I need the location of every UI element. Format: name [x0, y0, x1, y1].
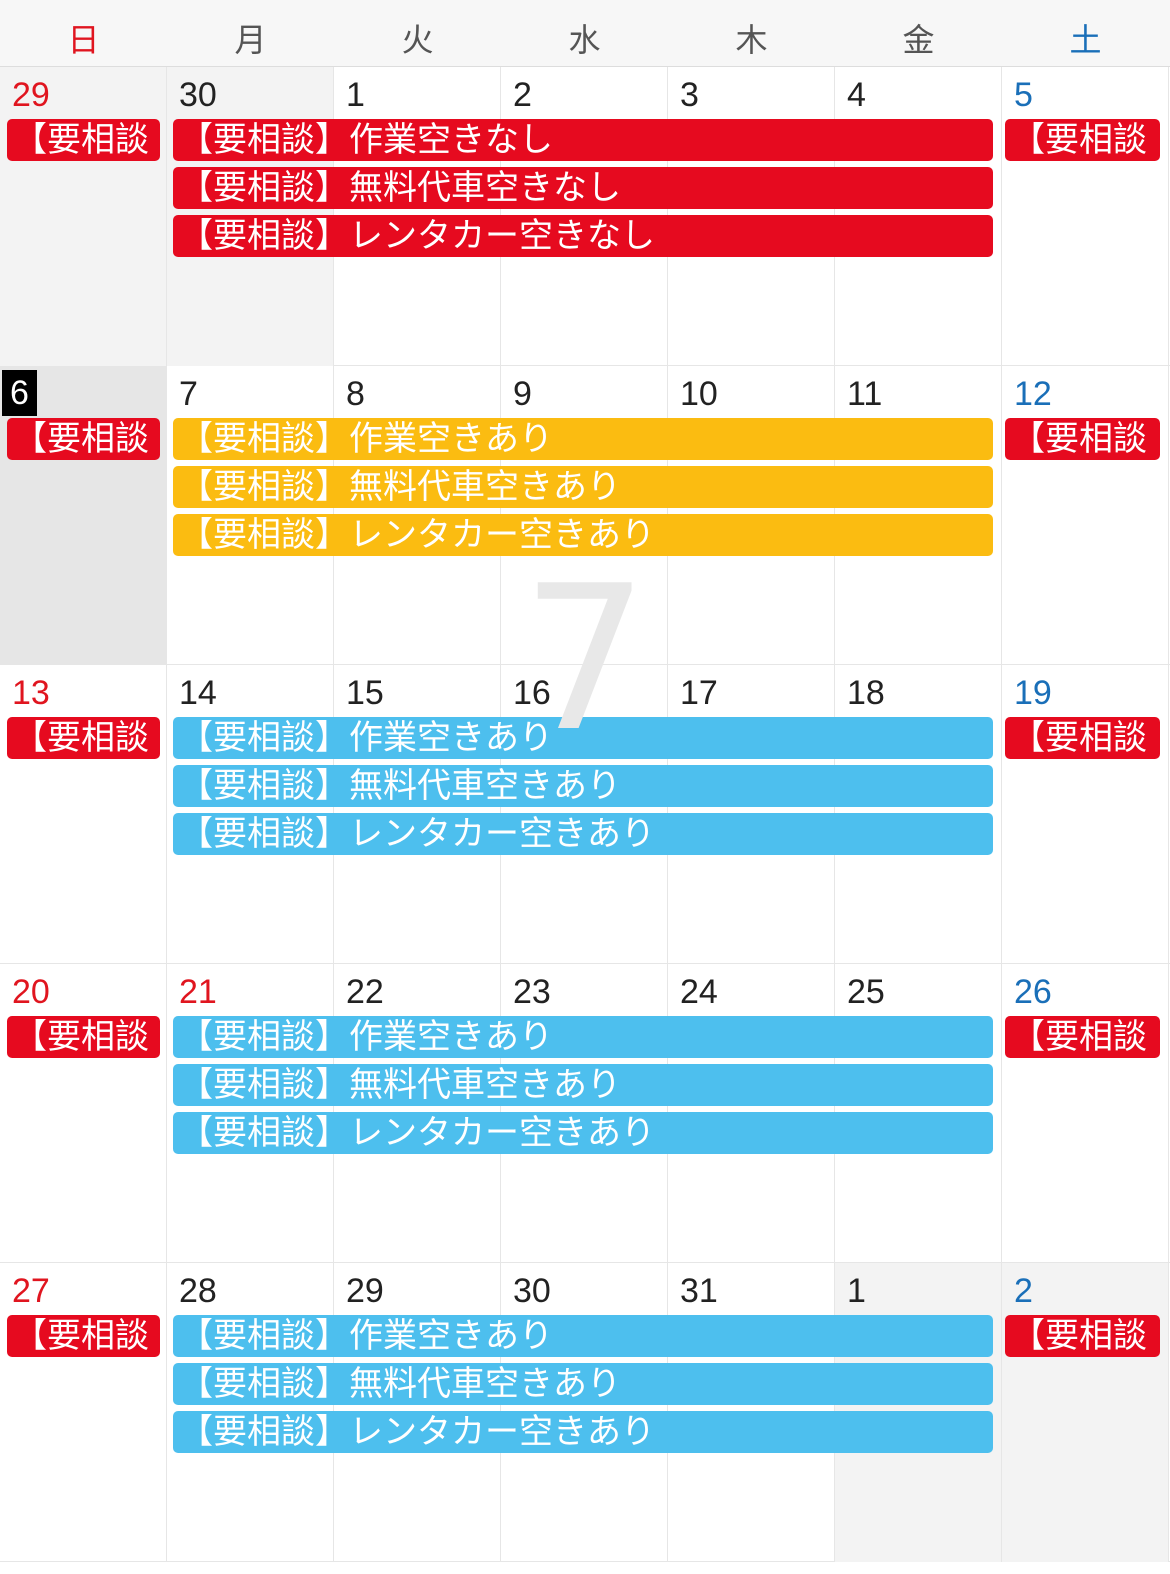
date-number: 17: [680, 674, 718, 712]
date-number: 12: [1014, 375, 1052, 413]
weekday-friday: 金: [902, 21, 935, 59]
saturday-event[interactable]: 【要相談: [1005, 418, 1160, 460]
date-number: 21: [179, 973, 217, 1011]
date-number: 1: [346, 76, 365, 114]
span-event[interactable]: 【要相談】無料代車空きあり: [173, 1064, 993, 1106]
date-number: 1: [847, 1272, 866, 1310]
span-event[interactable]: 【要相談】作業空きあり: [173, 1315, 993, 1357]
day-cell[interactable]: 20: [0, 964, 167, 1263]
span-event[interactable]: 【要相談】無料代車空きあり: [173, 466, 993, 508]
sunday-event[interactable]: 【要相談: [7, 717, 160, 759]
date-number: 5: [1014, 76, 1033, 114]
day-cell[interactable]: 12: [1002, 366, 1169, 665]
day-cell[interactable]: 27: [0, 1263, 167, 1562]
day-cell[interactable]: 29: [0, 67, 167, 366]
day-cell[interactable]: 14: [167, 665, 334, 964]
week-row: 13 14 15 16 17 18 19 【要相談 【要相談 【要相談】作業空きあり 【要相談】無料…: [0, 665, 1170, 964]
weekday-wednesday: 水: [568, 21, 601, 59]
date-number: 13: [12, 674, 50, 712]
day-cell[interactable]: 26: [1002, 964, 1169, 1263]
date-number: 16: [513, 674, 551, 712]
date-number: 14: [179, 674, 217, 712]
weekday-sunday: 日: [67, 21, 100, 59]
weekday-monday: 月: [234, 21, 267, 59]
date-number: 9: [513, 375, 532, 413]
day-cell[interactable]: 10: [668, 366, 835, 665]
day-cell[interactable]: 19: [1002, 665, 1169, 964]
span-event[interactable]: 【要相談】作業空きあり: [173, 418, 993, 460]
span-event[interactable]: 【要相談】レンタカー空きなし: [173, 215, 993, 257]
weekday-thursday: 木: [735, 21, 768, 59]
date-number: 4: [847, 76, 866, 114]
span-event[interactable]: 【要相談】作業空きなし: [173, 119, 993, 161]
date-number: 11: [847, 375, 883, 413]
span-event[interactable]: 【要相談】作業空きあり: [173, 1016, 993, 1058]
date-number: 2: [1014, 1272, 1033, 1310]
saturday-event[interactable]: 【要相談: [1005, 717, 1160, 759]
weekday-saturday: 土: [1069, 21, 1102, 59]
date-number: 22: [346, 973, 384, 1011]
week-row: 29 30 1 2 3 4 5 【要相談 【要相談 【要相談】作業空きなし 【要相談】無料代車空きな…: [0, 67, 1170, 366]
weekday-tuesday: 火: [401, 21, 434, 59]
span-event[interactable]: 【要相談】作業空きあり: [173, 717, 993, 759]
date-number: 15: [346, 674, 384, 712]
day-cell[interactable]: 25: [835, 964, 1002, 1263]
date-number: 30: [179, 76, 217, 114]
span-event[interactable]: 【要相談】無料代車空きなし: [173, 167, 993, 209]
sunday-event[interactable]: 【要相談: [7, 1016, 160, 1058]
month-watermark: 7: [521, 543, 649, 776]
date-number: 24: [680, 973, 718, 1011]
span-event[interactable]: 【要相談】無料代車空きあり: [173, 765, 993, 807]
span-event[interactable]: 【要相談】レンタカー空きあり: [173, 1411, 993, 1453]
week-row: 27 28 29 30 31 1 2 【要相談 【要相談 【要相談】作業空きあり 【要相談】無料代車…: [0, 1263, 1170, 1562]
sunday-event[interactable]: 【要相談: [7, 119, 160, 161]
date-number: 26: [1014, 973, 1052, 1011]
date-number: 2: [513, 76, 532, 114]
day-cell[interactable]: 6: [0, 366, 167, 665]
date-number: 19: [1014, 674, 1052, 712]
day-cell[interactable]: 18: [835, 665, 1002, 964]
weekday-header: 日 月 火 水 木 金 土: [0, 0, 1170, 67]
date-number: 23: [513, 973, 551, 1011]
sunday-event[interactable]: 【要相談: [7, 418, 160, 460]
span-event[interactable]: 【要相談】無料代車空きあり: [173, 1363, 993, 1405]
day-cell[interactable]: 13: [0, 665, 167, 964]
span-event[interactable]: 【要相談】レンタカー空きあり: [173, 813, 993, 855]
saturday-event[interactable]: 【要相談: [1005, 1315, 1160, 1357]
saturday-event[interactable]: 【要相談: [1005, 119, 1160, 161]
date-number: 10: [680, 375, 718, 413]
day-cell[interactable]: 11: [835, 366, 1002, 665]
day-cell[interactable]: 5: [1002, 67, 1169, 366]
date-number: 25: [847, 973, 885, 1011]
week-row: 6 7 8 9 10 11 12 【要相談 【要相談 【要相談】作業空きあり 【要相談】無料代車空き…: [0, 366, 1170, 665]
date-number: 20: [12, 973, 50, 1011]
date-number: 28: [179, 1272, 217, 1310]
date-number: 27: [12, 1272, 50, 1310]
day-cell[interactable]: 4: [835, 67, 1002, 366]
date-number: 29: [346, 1272, 384, 1310]
date-number: 30: [513, 1272, 551, 1310]
week-row: 20 21 22 23 24 25 26 【要相談 【要相談 【要相談】作業空きあり 【要相談】無料…: [0, 964, 1170, 1263]
date-number: 8: [346, 375, 365, 413]
date-number: 3: [680, 76, 699, 114]
day-cell[interactable]: 2: [1002, 1263, 1169, 1562]
span-event[interactable]: 【要相談】レンタカー空きあり: [173, 514, 993, 556]
span-event[interactable]: 【要相談】レンタカー空きあり: [173, 1112, 993, 1154]
date-number: 18: [847, 674, 885, 712]
date-number: 7: [179, 375, 198, 413]
sunday-event[interactable]: 【要相談: [7, 1315, 160, 1357]
today-date-number: 6: [2, 370, 37, 416]
date-number: 29: [12, 76, 50, 114]
date-number: 31: [680, 1272, 718, 1310]
saturday-event[interactable]: 【要相談: [1005, 1016, 1160, 1058]
